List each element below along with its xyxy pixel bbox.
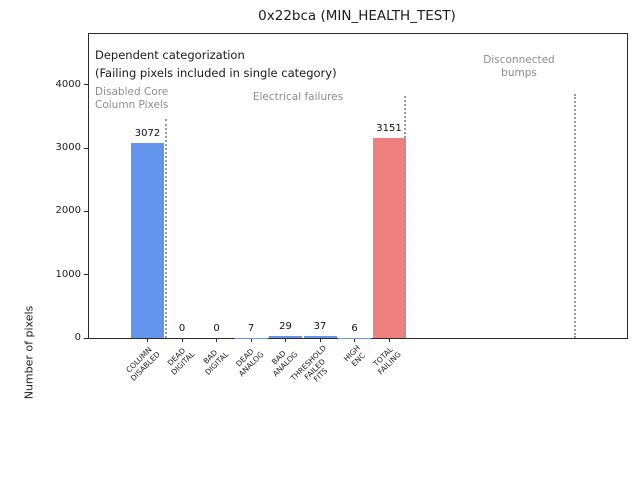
y-tick-mark (84, 147, 88, 149)
x-tick-label-bad-digital: BAD DIGITAL (201, 347, 231, 377)
x-tick-mark (319, 338, 321, 342)
y-tick-mark (84, 84, 88, 86)
x-tick-label-dead-analog: DEAD ANALOG (233, 346, 265, 379)
chart-title: 0x22bca (MIN_HEALTH_TEST) (258, 8, 456, 24)
bar-total-failing (372, 138, 406, 338)
group-label-electrical-failures: Electrical failures (252, 91, 344, 103)
dependent-categorization-line2: (Failing pixels included in single categ… (95, 66, 337, 80)
bar-value-total-failing: 3151 (376, 123, 402, 135)
group-label-disconnected-bumps: Disconnected bumps (483, 54, 555, 80)
bar-threshold-failed-fits (303, 335, 337, 338)
y-tick-label: 2000 (55, 205, 81, 217)
x-tick-label-dead-digital: DEAD DIGITAL (165, 346, 196, 377)
x-tick-mark (147, 338, 148, 342)
bar-bad-analog (269, 336, 302, 338)
group-label-disabled-core: Disabled Core Column Pixels (95, 86, 169, 112)
bar-value-column-disabled: 3072 (134, 128, 161, 140)
bar-value-dead-analog: 7 (247, 322, 255, 334)
x-tick-mark (388, 338, 390, 342)
x-tick-mark (250, 338, 252, 342)
y-axis-label-wrap: Number of pixels (0, 173, 84, 400)
x-tick-mark (181, 338, 183, 342)
y-tick-mark (84, 274, 88, 276)
y-tick-mark (84, 210, 88, 212)
y-axis-label: Number of pixels (22, 305, 36, 400)
group-separator-line-1 (164, 119, 167, 338)
x-tick-label-high-enc: HIGH ENC (342, 343, 367, 369)
y-tick-label: 0 (74, 332, 81, 343)
group-separator-line-2 (404, 96, 406, 338)
x-tick-label-total-failing: TOTAL FAILING (371, 345, 403, 377)
x-tick-mark (285, 338, 286, 342)
x-tick-label-column-disabled: COLUMN DISABLED (123, 345, 162, 383)
bar-column-disabled (131, 143, 164, 338)
bar-value-threshold-failed-fits: 37 (313, 320, 327, 332)
y-tick-mark (84, 337, 88, 339)
x-tick-mark (354, 338, 355, 342)
bar-value-dead-digital: 0 (178, 323, 186, 334)
y-tick-label: 1000 (55, 268, 81, 280)
bar-value-bad-analog: 29 (279, 321, 292, 333)
y-tick-label: 3000 (55, 142, 81, 153)
bar-value-bad-digital: 0 (213, 323, 220, 334)
bar-value-high-enc: 6 (351, 322, 358, 334)
group-separator-line-3 (574, 94, 576, 338)
dependent-categorization-line1: Dependent categorization (95, 48, 245, 62)
plot-area: 0 1000 2000 3000 4000 COLUMN DISABLED 3072 DEAD… (56, 33, 628, 384)
y-tick-label: 4000 (55, 78, 81, 90)
x-tick-mark (216, 338, 217, 342)
